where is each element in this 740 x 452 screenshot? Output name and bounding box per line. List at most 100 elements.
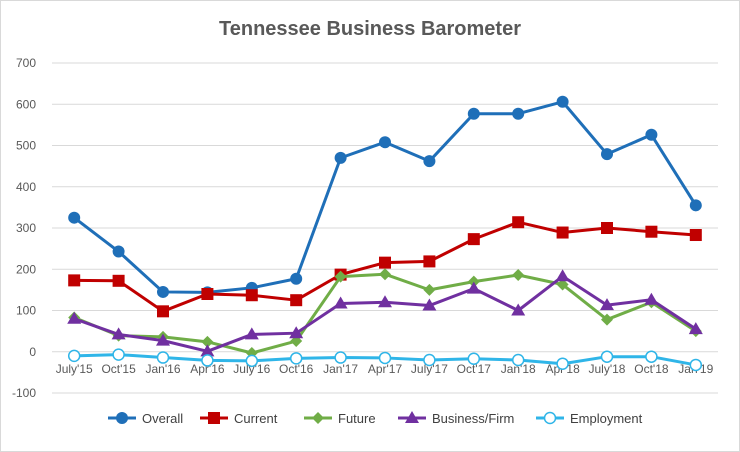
x-tick-label: Oct'15 — [101, 362, 136, 376]
y-tick-label: 200 — [16, 262, 36, 276]
y-tick-label: 600 — [16, 97, 36, 111]
data-point-business-firm — [422, 298, 437, 311]
data-point-overall — [112, 245, 125, 258]
data-point-employment — [600, 350, 614, 363]
data-point-overall — [467, 107, 480, 120]
x-tick-label: July'15 — [56, 362, 93, 376]
x-tick-label: Oct'16 — [279, 362, 314, 376]
x-tick-label: Oct'18 — [634, 362, 669, 376]
y-tick-label: 500 — [16, 139, 36, 153]
data-point-overall — [423, 155, 436, 168]
legend: Overall Current Future Business/Firm Employm… — [108, 411, 643, 426]
data-point-current — [601, 222, 613, 234]
data-point-overall — [512, 107, 525, 120]
data-point-current — [645, 225, 658, 238]
data-point-employment — [423, 353, 436, 367]
y-tick-label: 300 — [16, 221, 36, 235]
data-point-business-firm — [378, 295, 392, 308]
legend-item-current: Current — [200, 411, 278, 426]
x-tick-label: Jan'16 — [146, 362, 181, 376]
data-point-current — [68, 274, 81, 287]
data-point-future — [423, 283, 436, 296]
data-point-business-firm — [200, 344, 215, 357]
data-point-overall — [601, 148, 613, 161]
legend-label: Employment — [570, 411, 643, 426]
y-tick-label: 400 — [16, 180, 36, 194]
data-point-current — [112, 274, 125, 287]
legend-label: Business/Firm — [432, 411, 514, 426]
data-point-future — [556, 278, 569, 291]
legend-item-business-firm: Business/Firm — [398, 411, 514, 426]
data-point-current — [157, 305, 169, 318]
legend-marker — [208, 412, 220, 424]
data-point-future — [201, 335, 214, 348]
legend-label: Current — [234, 411, 278, 426]
data-point-business-firm — [333, 296, 348, 309]
data-point-employment — [156, 351, 170, 364]
data-point-future — [467, 275, 480, 288]
y-tick-label: 100 — [16, 304, 36, 318]
data-point-current — [423, 255, 436, 268]
data-point-overall — [689, 199, 702, 212]
data-point-overall — [157, 285, 169, 298]
data-point-employment — [511, 353, 525, 367]
data-point-current — [689, 229, 702, 242]
data-point-business-firm — [111, 327, 126, 340]
data-point-business-firm — [289, 326, 304, 339]
data-point-overall — [379, 136, 391, 149]
data-point-business-firm — [466, 281, 481, 294]
data-point-overall — [290, 272, 303, 285]
data-point-current — [245, 289, 258, 302]
data-point-overall — [645, 128, 658, 141]
data-point-overall — [556, 95, 569, 108]
legend-label: Overall — [142, 411, 183, 426]
data-point-business-firm — [67, 311, 82, 324]
data-point-business-firm — [511, 303, 526, 316]
data-point-future — [601, 313, 613, 326]
data-point-employment — [556, 357, 569, 370]
data-point-business-firm — [644, 292, 659, 305]
data-point-current — [512, 216, 525, 229]
x-tick-label: July'18 — [589, 362, 626, 376]
x-tick-label: Apr'16 — [190, 362, 225, 376]
data-point-current — [201, 288, 214, 300]
data-point-future — [334, 270, 347, 283]
data-point-employment — [67, 349, 81, 363]
y-tick-label: -100 — [12, 386, 36, 400]
legend-label: Future — [338, 411, 376, 426]
data-point-employment — [467, 352, 481, 366]
y-axis-labels: -100 0 100 200 300 400 500 600 700 — [12, 56, 36, 400]
data-point-business-firm — [600, 298, 614, 311]
series-business-firm — [67, 269, 703, 357]
legend-item-future: Future — [304, 411, 376, 426]
data-point-current — [290, 294, 303, 307]
x-axis-labels: July'15 Oct'15 Jan'16 Apr'16 July'16 Oct'16 Ja… — [56, 362, 714, 376]
data-point-employment — [334, 351, 347, 364]
chart-title: Tennessee Business Barometer — [219, 18, 521, 40]
data-point-current — [379, 256, 391, 269]
legend-marker — [405, 411, 419, 423]
y-tick-label: 0 — [29, 345, 36, 359]
data-point-business-firm — [555, 269, 570, 282]
data-point-business-firm — [688, 322, 703, 335]
y-tick-label: 700 — [16, 56, 36, 70]
data-point-overall — [68, 211, 81, 224]
legend-marker — [116, 412, 128, 424]
x-tick-label: Jan'18 — [501, 362, 536, 376]
series-plot — [67, 95, 703, 372]
data-point-employment — [378, 351, 392, 365]
data-point-overall — [334, 151, 347, 164]
data-point-future — [512, 269, 525, 282]
data-point-employment — [112, 348, 125, 361]
x-tick-label: Jan'17 — [323, 362, 358, 376]
data-point-employment — [689, 358, 703, 372]
data-point-employment — [245, 354, 259, 368]
legend-marker — [543, 411, 557, 425]
data-point-employment — [201, 354, 214, 367]
series-employment — [67, 348, 703, 372]
legend-marker — [312, 412, 324, 424]
data-point-business-firm — [156, 333, 170, 346]
legend-item-overall: Overall — [108, 411, 183, 426]
data-point-future — [379, 268, 391, 281]
